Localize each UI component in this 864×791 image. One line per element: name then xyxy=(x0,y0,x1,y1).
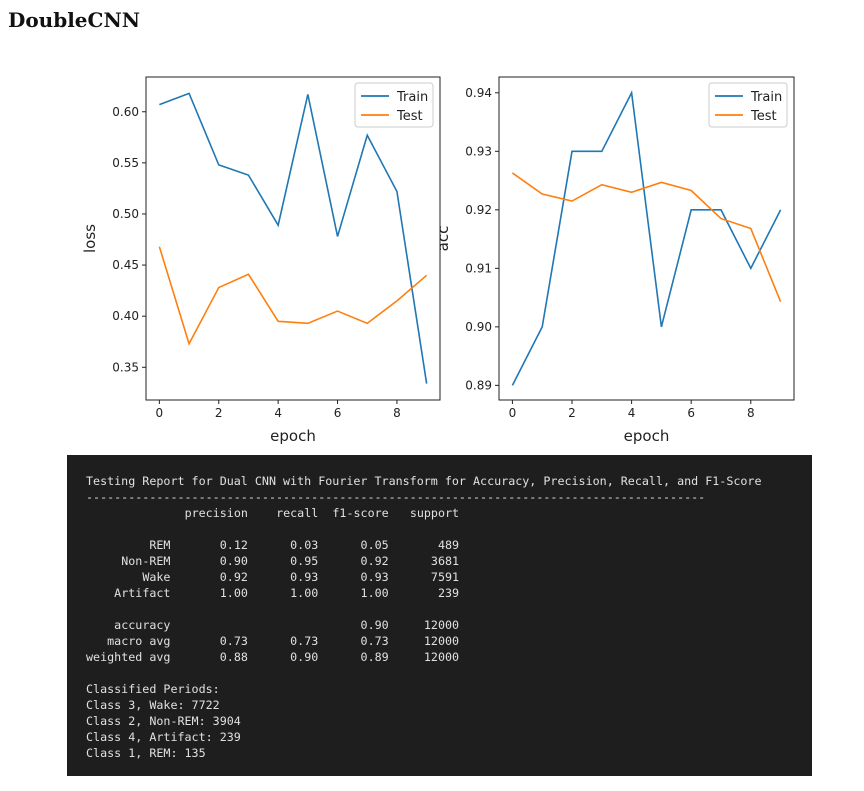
period-line: Class 3, Wake: 7722 xyxy=(86,698,220,712)
x-tick-label: 6 xyxy=(687,406,695,420)
legend xyxy=(708,82,788,128)
table-cell: f1-score xyxy=(332,506,389,520)
table-cell: Wake xyxy=(142,570,171,584)
y-tick-label: 0.93 xyxy=(465,144,492,158)
y-tick-label: 0.90 xyxy=(465,320,492,334)
x-tick-label: 4 xyxy=(628,406,636,420)
y-tick-label: 0.94 xyxy=(465,86,492,100)
table-cell: REM xyxy=(149,538,171,552)
table-cell: 0.92 xyxy=(219,570,248,584)
table-cell: 12000 xyxy=(423,634,460,648)
table-cell: 0.90 xyxy=(290,650,319,664)
legend-label: Train xyxy=(396,90,428,105)
x-axis-label: epoch xyxy=(624,427,670,445)
table-cell: 1.00 xyxy=(360,586,389,600)
loss-chart: 0 2 4 6 8 0.35 0.40 0.45 0.50 0.55 0.60 epoch loss Tr… xyxy=(81,76,441,445)
x-tick-label: 4 xyxy=(274,406,282,420)
table-cell: 12000 xyxy=(423,650,460,664)
terminal-output: Testing Report for Dual CNN with Fourier… xyxy=(67,455,812,776)
table-cell: weighted avg xyxy=(86,650,171,664)
x-tick-label: 6 xyxy=(334,406,342,420)
table-cell: Artifact xyxy=(114,586,171,600)
table-row: REM 0.12 0.03 0.05 489 xyxy=(86,537,459,553)
summary-row: macro avg 0.73 0.73 0.73 12000 xyxy=(86,633,459,649)
series-line-train xyxy=(159,92,428,384)
accuracy-chart: 0 2 4 6 8 0.89 0.90 0.91 0.92 0.93 0.94 epoch acc Tra… xyxy=(434,76,795,445)
table-cell: 1.00 xyxy=(290,586,319,600)
x-tick-label: 8 xyxy=(747,406,755,420)
table-cell: 0.90 xyxy=(360,618,389,632)
page-title: DoubleCNN xyxy=(8,8,141,32)
series-line-test xyxy=(158,246,428,346)
legend xyxy=(354,82,434,128)
table-cell: 0.95 xyxy=(290,554,319,568)
periods-heading: Classified Periods: xyxy=(86,682,220,696)
x-tick-label: 0 xyxy=(156,406,164,420)
series-line-test xyxy=(511,172,782,302)
y-tick-label: 0.40 xyxy=(112,309,139,323)
period-line: Class 4, Artifact: 239 xyxy=(86,730,241,744)
table-cell: 7591 xyxy=(430,570,460,584)
y-tick-label: 0.91 xyxy=(465,261,492,275)
series-line-train xyxy=(511,90,782,386)
summary-row: accuracy 0.90 12000 xyxy=(86,617,459,633)
table-cell: 0.73 xyxy=(360,634,389,648)
table-cell: 239 xyxy=(437,586,460,600)
table-cell: 0.05 xyxy=(360,538,389,552)
table-cell: 0.93 xyxy=(360,570,389,584)
table-cell: 1.00 xyxy=(219,586,248,600)
table-cell: 0.89 xyxy=(360,650,389,664)
summary-row: weighted avg 0.88 0.90 0.89 12000 xyxy=(86,649,459,665)
y-tick-label: 0.35 xyxy=(112,360,139,374)
table-row: Wake 0.92 0.93 0.93 7591 xyxy=(86,569,459,585)
legend-label: Test xyxy=(396,109,423,124)
table-cell: 12000 xyxy=(423,618,460,632)
table-cell: 0.90 xyxy=(219,554,248,568)
y-tick-label: 0.50 xyxy=(112,207,139,221)
x-tick-label: 2 xyxy=(215,406,223,420)
table-cell: 0.73 xyxy=(219,634,248,648)
x-tick-label: 0 xyxy=(509,406,517,420)
x-tick-label: 2 xyxy=(568,406,576,420)
table-cell: 0.92 xyxy=(360,554,389,568)
table-cell: 3681 xyxy=(430,554,460,568)
table-cell: precision xyxy=(184,506,248,520)
table-cell: macro avg xyxy=(107,634,171,648)
table-cell: recall xyxy=(276,506,319,520)
table-cell: support xyxy=(409,506,460,520)
period-line: Class 1, REM: 135 xyxy=(86,746,206,760)
table-header: precision recall f1-score support xyxy=(86,505,460,521)
plot-frame xyxy=(498,76,795,401)
plot-frame xyxy=(145,76,441,401)
report-separator: ----------------------------------------… xyxy=(86,490,706,504)
x-tick-label: 8 xyxy=(393,406,401,420)
table-row: Artifact 1.00 1.00 1.00 239 xyxy=(86,585,459,601)
period-line: Class 2, Non-REM: 3904 xyxy=(86,714,241,728)
table-row: Non-REM 0.90 0.95 0.92 3681 xyxy=(86,553,459,569)
table-cell: 0.73 xyxy=(290,634,319,648)
legend-label: Train xyxy=(750,90,782,105)
y-tick-label: 0.45 xyxy=(112,258,139,272)
table-cell: accuracy xyxy=(114,618,171,632)
report-heading: Testing Report for Dual CNN with Fourier… xyxy=(86,474,762,488)
legend-label: Test xyxy=(750,109,777,124)
y-tick-label: 0.92 xyxy=(465,203,492,217)
y-tick-label: 0.55 xyxy=(112,156,139,170)
y-tick-label: 0.60 xyxy=(112,105,139,119)
table-cell: 489 xyxy=(437,538,460,552)
table-cell: 0.93 xyxy=(290,570,319,584)
y-tick-label: 0.89 xyxy=(465,378,492,392)
y-axis-label: loss xyxy=(81,224,99,253)
table-cell: Non-REM xyxy=(121,554,171,568)
x-axis-label: epoch xyxy=(270,427,316,445)
table-cell: 0.12 xyxy=(219,538,248,552)
table-cell: 0.03 xyxy=(290,538,319,552)
table-cell: 0.88 xyxy=(219,650,248,664)
y-axis-label: acc xyxy=(434,226,452,252)
